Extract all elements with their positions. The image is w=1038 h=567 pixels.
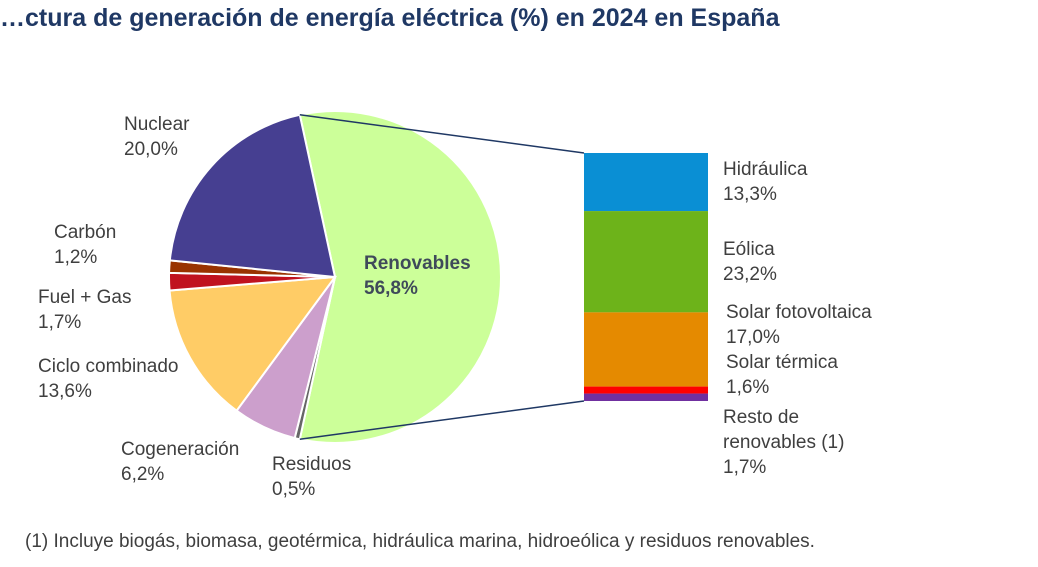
label-name: Eólica — [723, 239, 775, 260]
chart-title: …ctura de generación de energía eléctric… — [0, 4, 780, 32]
connector-line-top — [299, 114, 585, 154]
label-name-line-2: renovables (1) — [723, 432, 845, 453]
label-name: Solar fotovoltaica — [726, 302, 872, 323]
label-name: Renovables — [364, 253, 471, 274]
label-ciclo-combinado: Ciclo combinado 13,6% — [38, 354, 178, 404]
bar-segment-hidráulica — [584, 153, 708, 212]
label-name: Fuel + Gas — [38, 287, 132, 308]
label-value: 1,2% — [54, 247, 98, 268]
label-hidraulica: Hidráulica 13,3% — [723, 157, 807, 207]
label-cogeneracion: Cogeneración 6,2% — [121, 437, 239, 487]
footnote: (1) Incluye biogás, biomasa, geotérmica,… — [25, 531, 815, 552]
bar-segment-solar-fotovoltaica — [584, 312, 708, 387]
label-name: Nuclear — [124, 114, 190, 135]
label-name: Carbón — [54, 222, 117, 243]
label-name: Solar térmica — [726, 352, 838, 373]
label-name: Cogeneración — [121, 439, 240, 460]
label-solar-termica: Solar térmica 1,6% — [726, 350, 838, 400]
label-fuel-gas: Fuel + Gas 1,7% — [38, 285, 131, 335]
label-resto-renovables: Resto de renovables (1) 1,7% — [723, 405, 844, 480]
label-solar-fotovoltaica: Solar fotovoltaica 17,0% — [726, 300, 872, 350]
label-value: 56,8% — [364, 278, 418, 299]
pie-slice-renovables — [298, 110, 502, 444]
pie-slice-nuclear — [168, 113, 337, 279]
label-nuclear: Nuclear 20,0% — [124, 112, 189, 162]
label-value: 1,7% — [723, 457, 767, 478]
label-value: 1,6% — [726, 377, 770, 398]
label-renovables: Renovables 56,8% — [364, 251, 471, 301]
label-name: Residuos — [272, 454, 352, 475]
bar-segment-resto-de-renovables-1- — [584, 393, 708, 401]
label-value: 6,2% — [121, 464, 165, 485]
label-name-line-1: Resto de — [723, 407, 800, 428]
label-carbon: Carbón 1,2% — [54, 220, 116, 270]
label-value: 13,6% — [38, 381, 92, 402]
label-value: 20,0% — [124, 139, 178, 160]
label-value: 1,7% — [38, 312, 82, 333]
label-name: Ciclo combinado — [38, 356, 179, 377]
bar-segment-eólica — [584, 211, 708, 313]
label-name: Hidráulica — [723, 159, 808, 180]
label-value: 0,5% — [272, 479, 316, 500]
label-value: 13,3% — [723, 184, 777, 205]
connector-line-bottom — [299, 400, 585, 440]
label-value: 23,2% — [723, 264, 777, 285]
bar-segment-solar-térmica — [584, 386, 708, 394]
label-value: 17,0% — [726, 327, 780, 348]
label-eolica: Eólica 23,2% — [723, 237, 777, 287]
label-residuos: Residuos 0,5% — [272, 452, 351, 502]
pie-slice-ciclo-combinado — [168, 275, 338, 413]
